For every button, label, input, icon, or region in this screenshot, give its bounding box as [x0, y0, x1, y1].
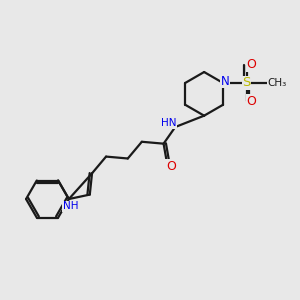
Text: O: O — [166, 160, 176, 172]
Text: O: O — [246, 94, 256, 108]
Text: O: O — [246, 58, 256, 71]
Text: NH: NH — [63, 202, 78, 212]
Text: CH₃: CH₃ — [268, 78, 287, 88]
Text: N: N — [221, 75, 230, 88]
Text: S: S — [242, 76, 251, 89]
Text: HN: HN — [161, 118, 176, 128]
